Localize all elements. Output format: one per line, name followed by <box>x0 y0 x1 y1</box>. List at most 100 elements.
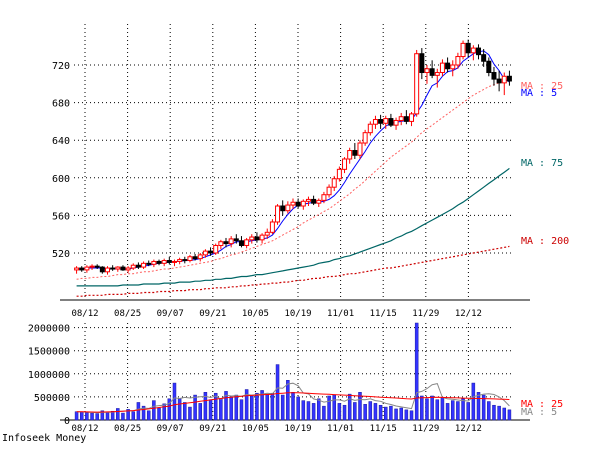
x-tick-label: 12/12 <box>455 424 482 434</box>
volume-bar <box>399 407 403 421</box>
volume-bar <box>347 393 352 421</box>
legend-label-ma25: MA : 25 <box>521 81 563 92</box>
candle-body <box>460 42 466 58</box>
candle-body <box>305 198 311 202</box>
volume-bar <box>497 405 501 421</box>
x-tick-label: 08/25 <box>114 424 141 434</box>
candle-body <box>393 119 399 126</box>
x-tick-label: 11/15 <box>370 424 397 434</box>
volume-bar <box>322 405 326 421</box>
volume-bar <box>487 401 491 421</box>
volume-legend-label-ma25: MA : 25 <box>521 399 563 410</box>
volume-bar <box>384 406 388 421</box>
volume-bar <box>162 403 166 421</box>
volume-bar <box>286 380 290 421</box>
volume-bar <box>461 398 465 421</box>
volume-bar <box>250 395 254 421</box>
candle-body <box>429 68 435 76</box>
volume-bar <box>79 411 84 421</box>
price-x-ticks: 08/12 08/25 09/07 09/21 10/05 10/19 11/01 11/15… <box>71 309 481 319</box>
candle-body <box>228 238 234 245</box>
volume-ma-line-ma25 <box>76 392 510 413</box>
candle-body <box>110 267 116 270</box>
x-tick-label: 10/19 <box>284 309 311 319</box>
volume-bar <box>229 396 233 421</box>
candle-body <box>187 256 193 262</box>
candle-body <box>476 47 482 56</box>
candle-body <box>398 116 404 121</box>
candle-body <box>249 236 255 241</box>
candle-body <box>254 236 260 241</box>
volume-bar <box>332 394 336 421</box>
volume-y-tick-label: 2000000 <box>28 324 70 335</box>
x-tick-label: 12/12 <box>455 309 482 319</box>
candle-body <box>84 266 90 271</box>
volume-bar <box>234 394 239 421</box>
volume-bar <box>291 392 295 421</box>
candle-body <box>161 260 167 264</box>
y-tick-label: 720 <box>52 61 70 72</box>
volume-bar <box>425 398 429 421</box>
volume-bar <box>193 394 197 421</box>
candle-body <box>264 231 270 236</box>
volume-bar <box>239 399 244 421</box>
candle-body <box>419 53 425 74</box>
candle-body <box>403 116 409 122</box>
candle-body <box>135 264 141 268</box>
volume-bar <box>116 408 120 421</box>
volume-bar <box>471 382 476 421</box>
price-moving-averages <box>76 50 510 297</box>
candle-body <box>197 254 203 260</box>
candle-body <box>177 259 183 262</box>
volume-bar <box>317 398 321 421</box>
volume-y-tick-label: 1000000 <box>28 370 70 381</box>
candle-body <box>506 75 512 82</box>
candle-body <box>104 267 110 273</box>
volume-bar <box>456 401 460 421</box>
candle-body <box>295 201 301 207</box>
volume-bar <box>440 397 445 421</box>
volume-bar <box>224 391 228 421</box>
volume-bar <box>445 403 450 421</box>
volume-bar <box>358 392 362 421</box>
candle-body <box>94 265 100 268</box>
volume-bar <box>74 411 79 421</box>
footer-source-label: Infoseek Money <box>2 433 87 444</box>
candle-body <box>171 260 177 263</box>
volume-bar <box>85 412 89 421</box>
candle-body <box>74 267 80 271</box>
volume-bar <box>177 398 182 421</box>
candle-body <box>208 250 214 254</box>
x-tick-label: 11/01 <box>327 424 354 434</box>
candle-body <box>218 241 224 246</box>
volume-y-ticks: 0 500000 1000000 1500000 2000000 <box>28 324 70 427</box>
candle-body <box>141 262 147 268</box>
volume-bar <box>167 398 172 421</box>
volume-bar <box>368 401 373 421</box>
x-tick-label: 09/21 <box>199 309 226 319</box>
volume-y-tick-label: 500000 <box>34 393 70 404</box>
volume-bar <box>213 392 218 421</box>
ma-line-ma25 <box>76 78 510 280</box>
volume-bar <box>394 408 398 421</box>
candle-body <box>89 265 95 268</box>
volume-bar <box>90 412 94 421</box>
y-tick-label: 600 <box>52 174 70 185</box>
volume-bar <box>492 404 496 421</box>
volume-bar <box>208 399 213 421</box>
candle-body <box>496 78 502 84</box>
volume-bar <box>146 410 151 421</box>
price-candles <box>74 39 512 275</box>
candle-body <box>481 54 487 62</box>
volume-bar <box>141 405 146 421</box>
volume-y-tick-label: 1500000 <box>28 347 70 358</box>
x-tick-label: 09/07 <box>157 424 184 434</box>
candle-body <box>445 62 451 70</box>
candle-body <box>439 62 445 74</box>
candle-body <box>383 118 389 124</box>
candle-body <box>501 75 507 84</box>
candle-body <box>115 266 121 270</box>
ma-line-ma5 <box>76 50 510 270</box>
